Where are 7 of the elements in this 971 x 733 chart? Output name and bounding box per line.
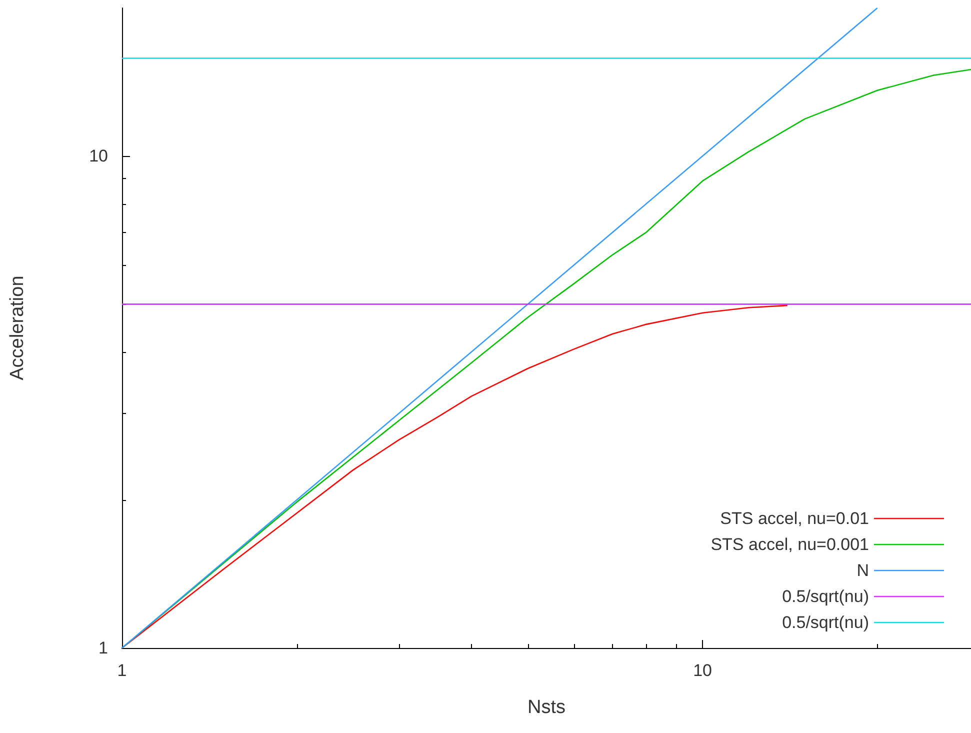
- legend-label: 0.5/sqrt(nu): [782, 613, 869, 632]
- x-axis-title: Nsts: [528, 697, 566, 718]
- legend-label: N: [856, 561, 869, 580]
- legend-label: 0.5/sqrt(nu): [782, 587, 869, 606]
- legend-label: STS accel, nu=0.01: [720, 509, 869, 528]
- legend-label: STS accel, nu=0.001: [710, 535, 869, 554]
- y-axis-title: Acceleration: [7, 276, 28, 380]
